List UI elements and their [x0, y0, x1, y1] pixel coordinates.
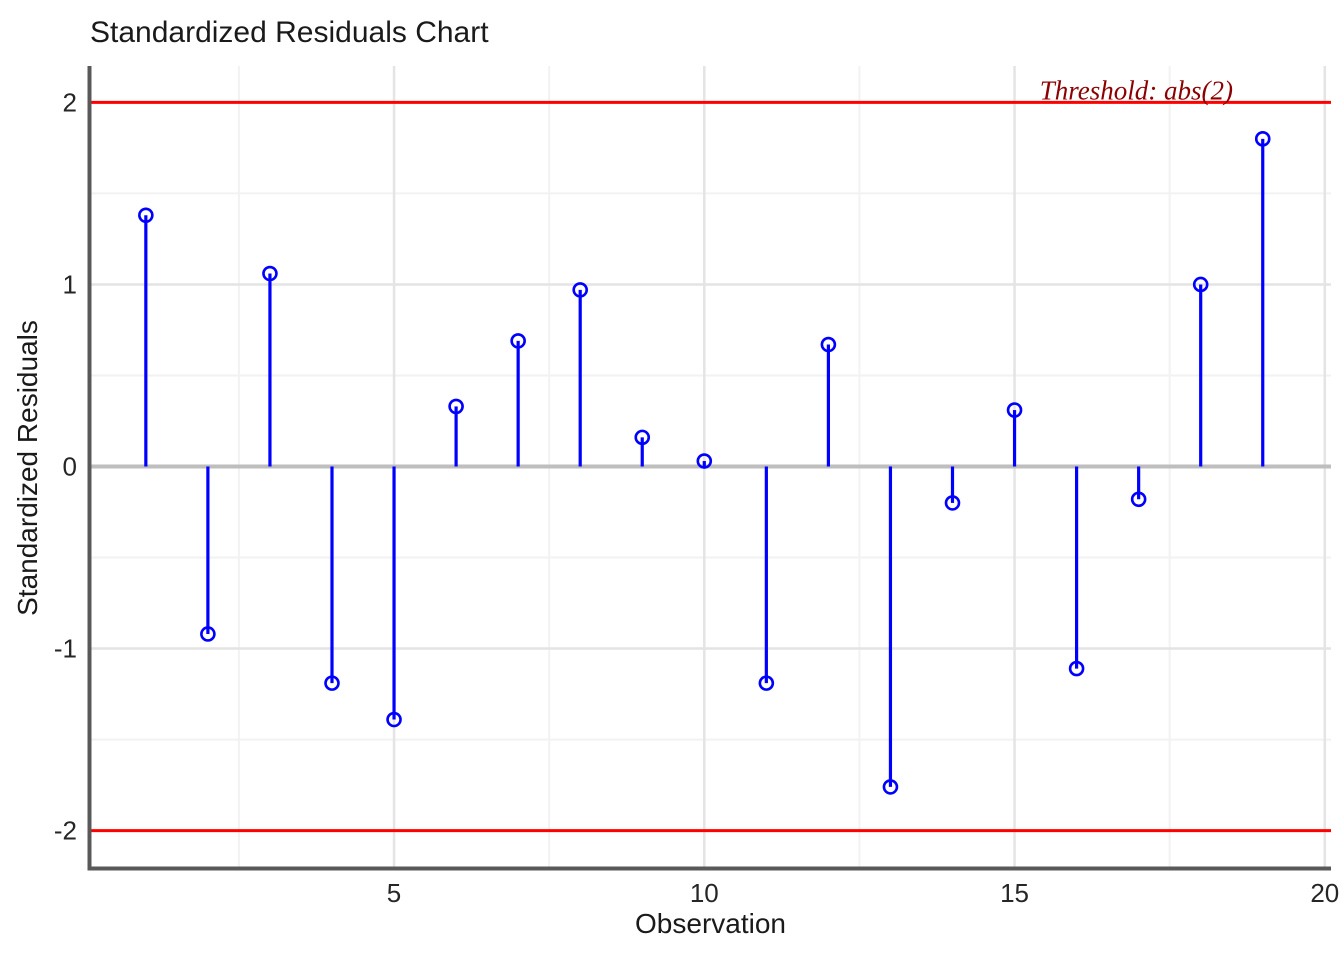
- x-axis-title: Observation: [635, 908, 786, 939]
- y-tick-label: -2: [54, 816, 77, 846]
- residual-point: [1254, 131, 1271, 147]
- residual-point: [758, 675, 775, 691]
- x-tick-label: 5: [387, 878, 401, 908]
- residual-point: [572, 282, 588, 298]
- residual-point: [944, 495, 961, 511]
- residual-point: [138, 207, 154, 224]
- y-tick-label: 0: [63, 452, 77, 482]
- residual-point: [510, 333, 526, 349]
- y-tick-label: -1: [54, 634, 77, 664]
- x-tick-label: 15: [1000, 878, 1029, 908]
- y-tick-label: 2: [63, 87, 77, 117]
- residual-point: [1068, 660, 1085, 677]
- y-tick-label: 1: [63, 269, 77, 299]
- residual-point: [262, 265, 278, 282]
- residual-point: [634, 429, 651, 446]
- residual-point: [820, 336, 837, 353]
- x-tick-label: 10: [690, 878, 719, 908]
- residual-point: [448, 398, 464, 415]
- residual-point: [882, 779, 899, 795]
- residual-point: [200, 626, 216, 642]
- threshold-label: Threshold: abs(2): [1040, 75, 1233, 105]
- x-tick-label: 20: [1310, 878, 1339, 908]
- residual-point: [1130, 491, 1147, 508]
- residual-point: [386, 711, 402, 728]
- residual-point: [1006, 402, 1023, 418]
- residual-point: [324, 675, 340, 691]
- residual-point: [1192, 276, 1209, 293]
- chart-title: Standardized Residuals Chart: [90, 16, 489, 49]
- residual-point: [696, 453, 713, 469]
